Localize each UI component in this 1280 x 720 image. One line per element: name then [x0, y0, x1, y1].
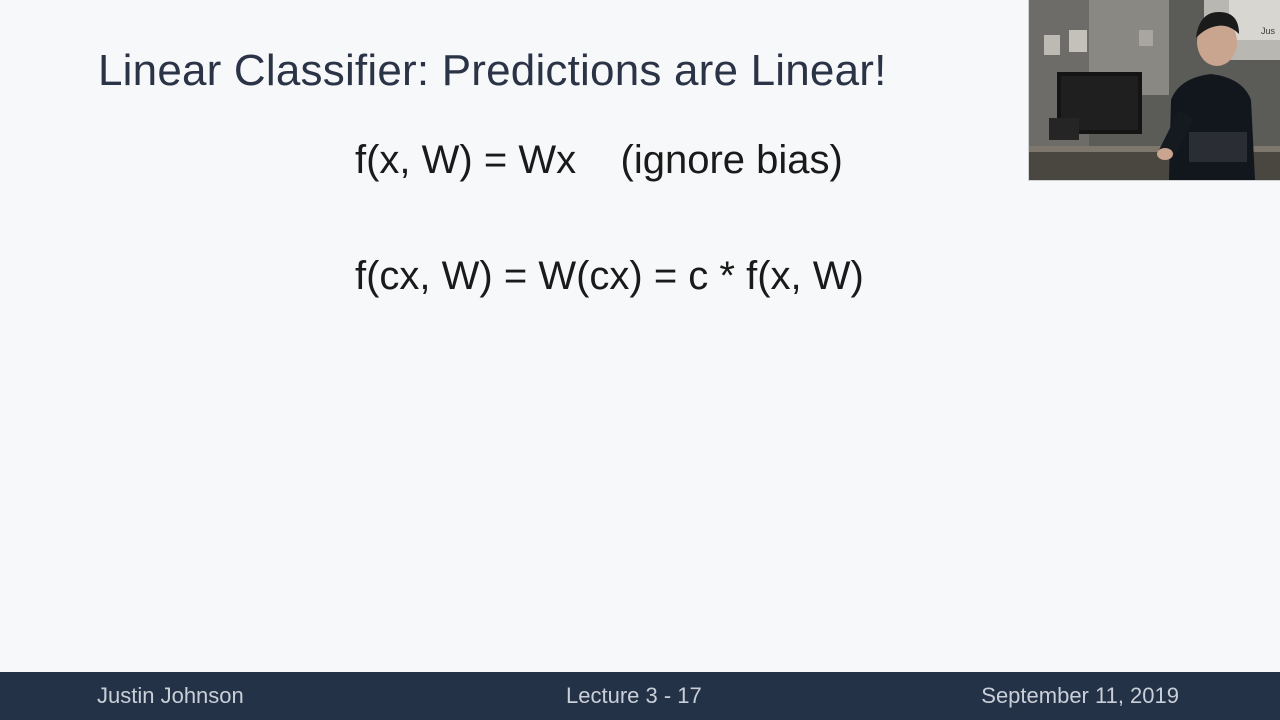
equation-linear: f(x, W) = Wx (ignore bias)	[355, 138, 843, 182]
equation-scaling: f(cx, W) = W(cx) = c * f(x, W)	[355, 254, 864, 298]
webcam-video: Jus	[1028, 0, 1280, 181]
footer-date: September 11, 2019	[981, 683, 1179, 708]
slide-title: Linear Classifier: Predictions are Linea…	[98, 46, 887, 95]
slide-footer: Justin Johnson Lecture 3 - 17 September …	[0, 672, 1280, 720]
footer-lecture: Lecture 3 - 17	[566, 683, 702, 708]
webcam-overlay-text: Jus	[1261, 26, 1276, 36]
webcam-scene: Jus	[1029, 0, 1280, 180]
slide: Linear Classifier: Predictions are Linea…	[98, 0, 1280, 298]
footer-author: Justin Johnson	[97, 683, 244, 708]
